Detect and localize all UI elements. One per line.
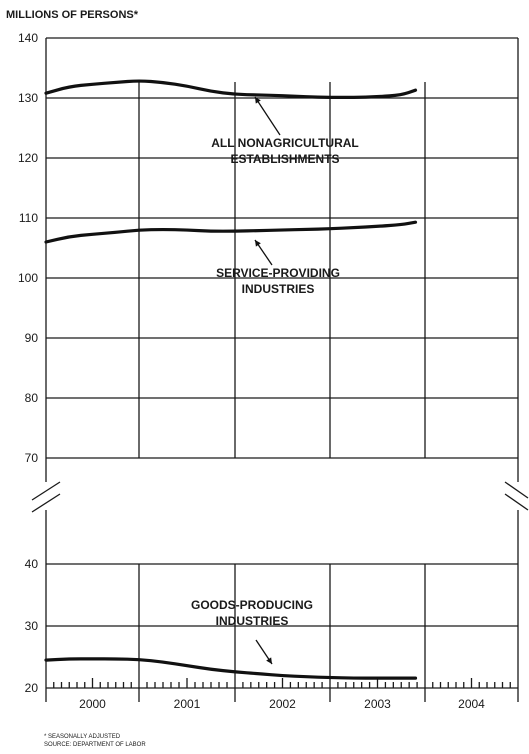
series-lines [44, 79, 418, 680]
arrowhead-1 [255, 97, 261, 104]
y-tick-label-140: 140 [18, 31, 38, 45]
x-tick-label-2003: 2003 [364, 697, 391, 711]
break-mark-right-2 [504, 493, 529, 511]
y-tick-label-100: 100 [18, 271, 38, 285]
series-label-2-line-1: SERVICE-PROVIDING [216, 266, 340, 280]
series-line-3 [44, 657, 418, 680]
series-line-1 [44, 79, 418, 99]
arrowhead-2 [255, 240, 261, 247]
x-tick-label-2002: 2002 [269, 697, 296, 711]
axis-break [31, 481, 529, 513]
footnote-seasonal: * SEASONALLY ADJUSTED [44, 734, 121, 740]
series-label-2-line-2: INDUSTRIES [242, 282, 315, 296]
y-tick-label-120: 120 [18, 151, 38, 165]
series-line-2 [44, 220, 418, 244]
series-labels: ALL NONAGRICULTURAL ESTABLISHMENTS SERVICE… [191, 96, 359, 665]
y-tick-label-110: 110 [19, 211, 38, 225]
y-tick-label-30: 30 [25, 619, 39, 633]
label-pointer-1 [254, 96, 281, 136]
series-label-3-line-1: GOODS-PRODUCING [191, 598, 313, 612]
chart-title: MILLIONS OF PERSONS* [6, 9, 139, 21]
y-tick-label-90: 90 [25, 331, 39, 345]
grid [45, 37, 519, 702]
break-mark-left-1 [31, 481, 61, 501]
x-tick-label-2001: 2001 [174, 697, 201, 711]
footnote-source: SOURCE: DEPARTMENT OF LABOR [44, 742, 146, 748]
y-tick-label-20: 20 [25, 681, 39, 695]
series-label-3-line-2: INDUSTRIES [216, 614, 289, 628]
break-mark-right-1 [504, 481, 529, 499]
arrowhead-3 [266, 657, 272, 664]
series-label-1-line-1: ALL NONAGRICULTURAL [211, 136, 359, 150]
y-tick-label-80: 80 [25, 391, 39, 405]
break-mark-left-2 [31, 493, 61, 513]
y-tick-label-70: 70 [25, 451, 39, 465]
x-tick-label-2004: 2004 [458, 697, 485, 711]
tick-labels: 140 130 120 110 100 90 80 70 40 30 20 2000 2001 2002 2… [18, 31, 485, 711]
series-label-1-line-2: ESTABLISHMENTS [230, 152, 339, 166]
x-tick-label-2000: 2000 [79, 697, 106, 711]
y-tick-label-130: 130 [18, 91, 38, 105]
y-tick-label-40: 40 [25, 557, 39, 571]
